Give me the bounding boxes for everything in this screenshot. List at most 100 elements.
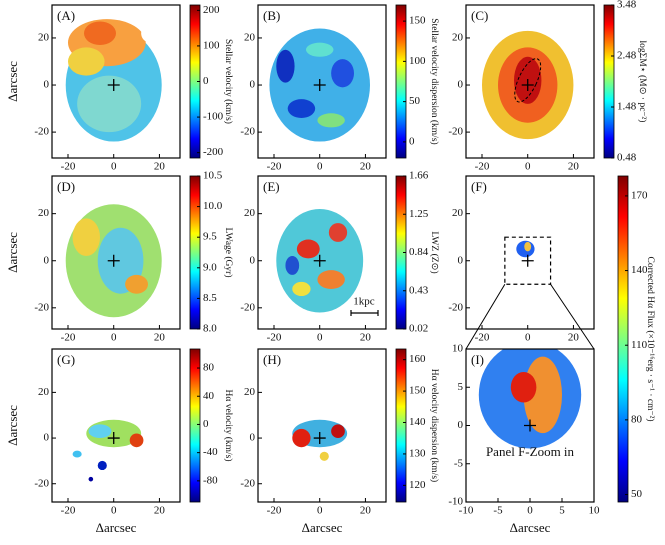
map-region	[129, 433, 144, 448]
x-tick-label: 0	[527, 505, 533, 517]
center-cross	[313, 432, 326, 445]
frame	[257, 348, 387, 503]
panel: -20 0 20 -20 0 20 (E) 1kpc 1.66 1.25 0.84 0.43 0.02 L…	[240, 170, 439, 344]
panel: -20 0 20 -20 0 20 (C) 3.48 2.48 1.48 0.48 logΣM⋆ (M…	[448, 0, 647, 173]
y-tick-label: -20	[448, 301, 463, 313]
y-tick-label: 0	[250, 254, 256, 266]
colorbar-tick-label: 40	[203, 390, 215, 402]
x-tick-label: 0	[317, 332, 323, 344]
colorbar-tick-label: 160	[409, 353, 426, 365]
y-tick-label: 0	[44, 254, 50, 266]
map	[72, 419, 144, 482]
panel-label: (G)	[57, 352, 75, 367]
y-tick-label: 5	[458, 381, 464, 393]
panel: -20 0 20 -20 0 20 (D) Δarcsec 10.5 10.0 9.5 9.0 8.5 8…	[5, 170, 234, 344]
map-region	[523, 356, 562, 434]
x-axis-label: Δarcsec	[510, 520, 551, 535]
frame	[51, 4, 181, 159]
map-region	[84, 21, 116, 46]
x-tick-label: 20	[360, 505, 372, 517]
frame	[257, 4, 387, 159]
map-region	[524, 241, 532, 252]
colorbar-tick-label: -100	[203, 111, 224, 123]
colorbar-tick-label: 130	[409, 447, 426, 459]
colorbar-tick-label: 150	[409, 385, 426, 397]
y-tick-label: -20	[240, 126, 255, 138]
y-tick-label: 20	[244, 207, 256, 219]
panel-label: (E)	[263, 179, 280, 194]
map-region	[77, 75, 142, 133]
x-tick-label: 0	[111, 161, 117, 173]
colorbar-label: Corrected Hα Flux (×10⁻¹⁶erg · s⁻¹ · cm⁻…	[645, 256, 656, 421]
colorbar	[395, 4, 407, 159]
y-tick-label: 20	[452, 31, 464, 43]
panel-label: (F)	[471, 179, 487, 194]
zoom-line	[465, 284, 506, 350]
x-tick-label: 0	[525, 332, 531, 344]
map	[516, 240, 535, 258]
y-tick-label: 0	[458, 419, 464, 431]
panel: -10 -5 0 5 10 -10 -5 0 5 10 (I) Δarcsec Panel F-Zoom…	[448, 343, 600, 535]
colorbar-tick-label: 1.66	[409, 170, 429, 182]
x-tick-label: -20	[267, 505, 282, 517]
x-tick-label: -20	[267, 332, 282, 344]
y-tick-label: -10	[448, 496, 463, 508]
colorbar-tick-label: 0.02	[409, 323, 428, 335]
y-tick-label: 0	[458, 79, 464, 91]
x-tick-label: 20	[360, 161, 372, 173]
x-axis-label: Δarcsec	[302, 520, 343, 535]
colorbar-tick-label: 150	[409, 15, 426, 27]
x-tick-label: -20	[475, 332, 490, 344]
x-tick-label: -20	[475, 161, 490, 173]
map-region	[510, 371, 537, 403]
colorbar-tick-label: 0	[409, 135, 415, 147]
x-tick-label: 0	[317, 161, 323, 173]
colorbar-tick-label: 2.48	[617, 50, 637, 62]
colorbar-label: Stellar velocity (km/s)	[223, 39, 234, 124]
y-tick-label: -20	[240, 477, 255, 489]
y-tick-label: 20	[38, 31, 50, 43]
colorbar-tick-label: 100	[409, 55, 426, 67]
panel-label: (I)	[471, 352, 484, 367]
colorbar-tick-label: 140	[409, 416, 426, 428]
panel-label: (D)	[57, 179, 75, 194]
y-tick-label: 20	[244, 31, 256, 43]
colorbar-tick-label: -40	[203, 446, 218, 458]
x-tick-label: 20	[360, 332, 372, 344]
colorbar-tick-label: 100	[203, 39, 220, 51]
y-axis-label: Δarcsec	[5, 232, 20, 273]
center-cross	[524, 419, 536, 432]
map-region	[88, 476, 94, 482]
map-region	[292, 428, 311, 448]
map-region	[97, 460, 107, 471]
x-tick-label: -5	[493, 505, 503, 517]
center-cross	[521, 254, 534, 267]
colorbar-tick-label: 0.84	[409, 246, 429, 258]
colorbar	[189, 175, 201, 330]
x-tick-label: 0	[111, 332, 117, 344]
colorbar-tick-label: 10.5	[203, 170, 223, 182]
panel: -20 0 20 -20 0 20 (G) Δarcsec Δarcsec 80 40 0 -40 -80…	[5, 348, 234, 535]
map-region	[141, 23, 160, 43]
y-tick-label: -5	[454, 457, 464, 469]
colorbar-tick-label: 8.5	[203, 292, 217, 304]
center-cross	[107, 254, 120, 267]
map-region	[125, 274, 148, 294]
colorbar-label: Hα velocity dispersion (km/s)	[429, 369, 440, 482]
y-axis-label: Δarcsec	[5, 61, 20, 102]
center-cross	[107, 79, 120, 92]
map-region	[72, 218, 100, 257]
y-tick-label: 20	[38, 386, 50, 398]
x-tick-label: 20	[154, 161, 166, 173]
y-tick-label: 0	[458, 254, 464, 266]
colorbar-tick-label: 0	[203, 75, 209, 87]
colorbar-tick-label: 200	[203, 4, 220, 16]
colorbar	[395, 348, 407, 503]
colorbar-label: Stellar velocity dispersion (km/s)	[429, 18, 440, 144]
map-region	[287, 99, 316, 118]
colorbar-tick-label: 170	[631, 189, 648, 201]
panel-label: (C)	[471, 8, 488, 23]
zoom-box	[504, 236, 552, 285]
y-tick-label: 10	[452, 343, 464, 355]
